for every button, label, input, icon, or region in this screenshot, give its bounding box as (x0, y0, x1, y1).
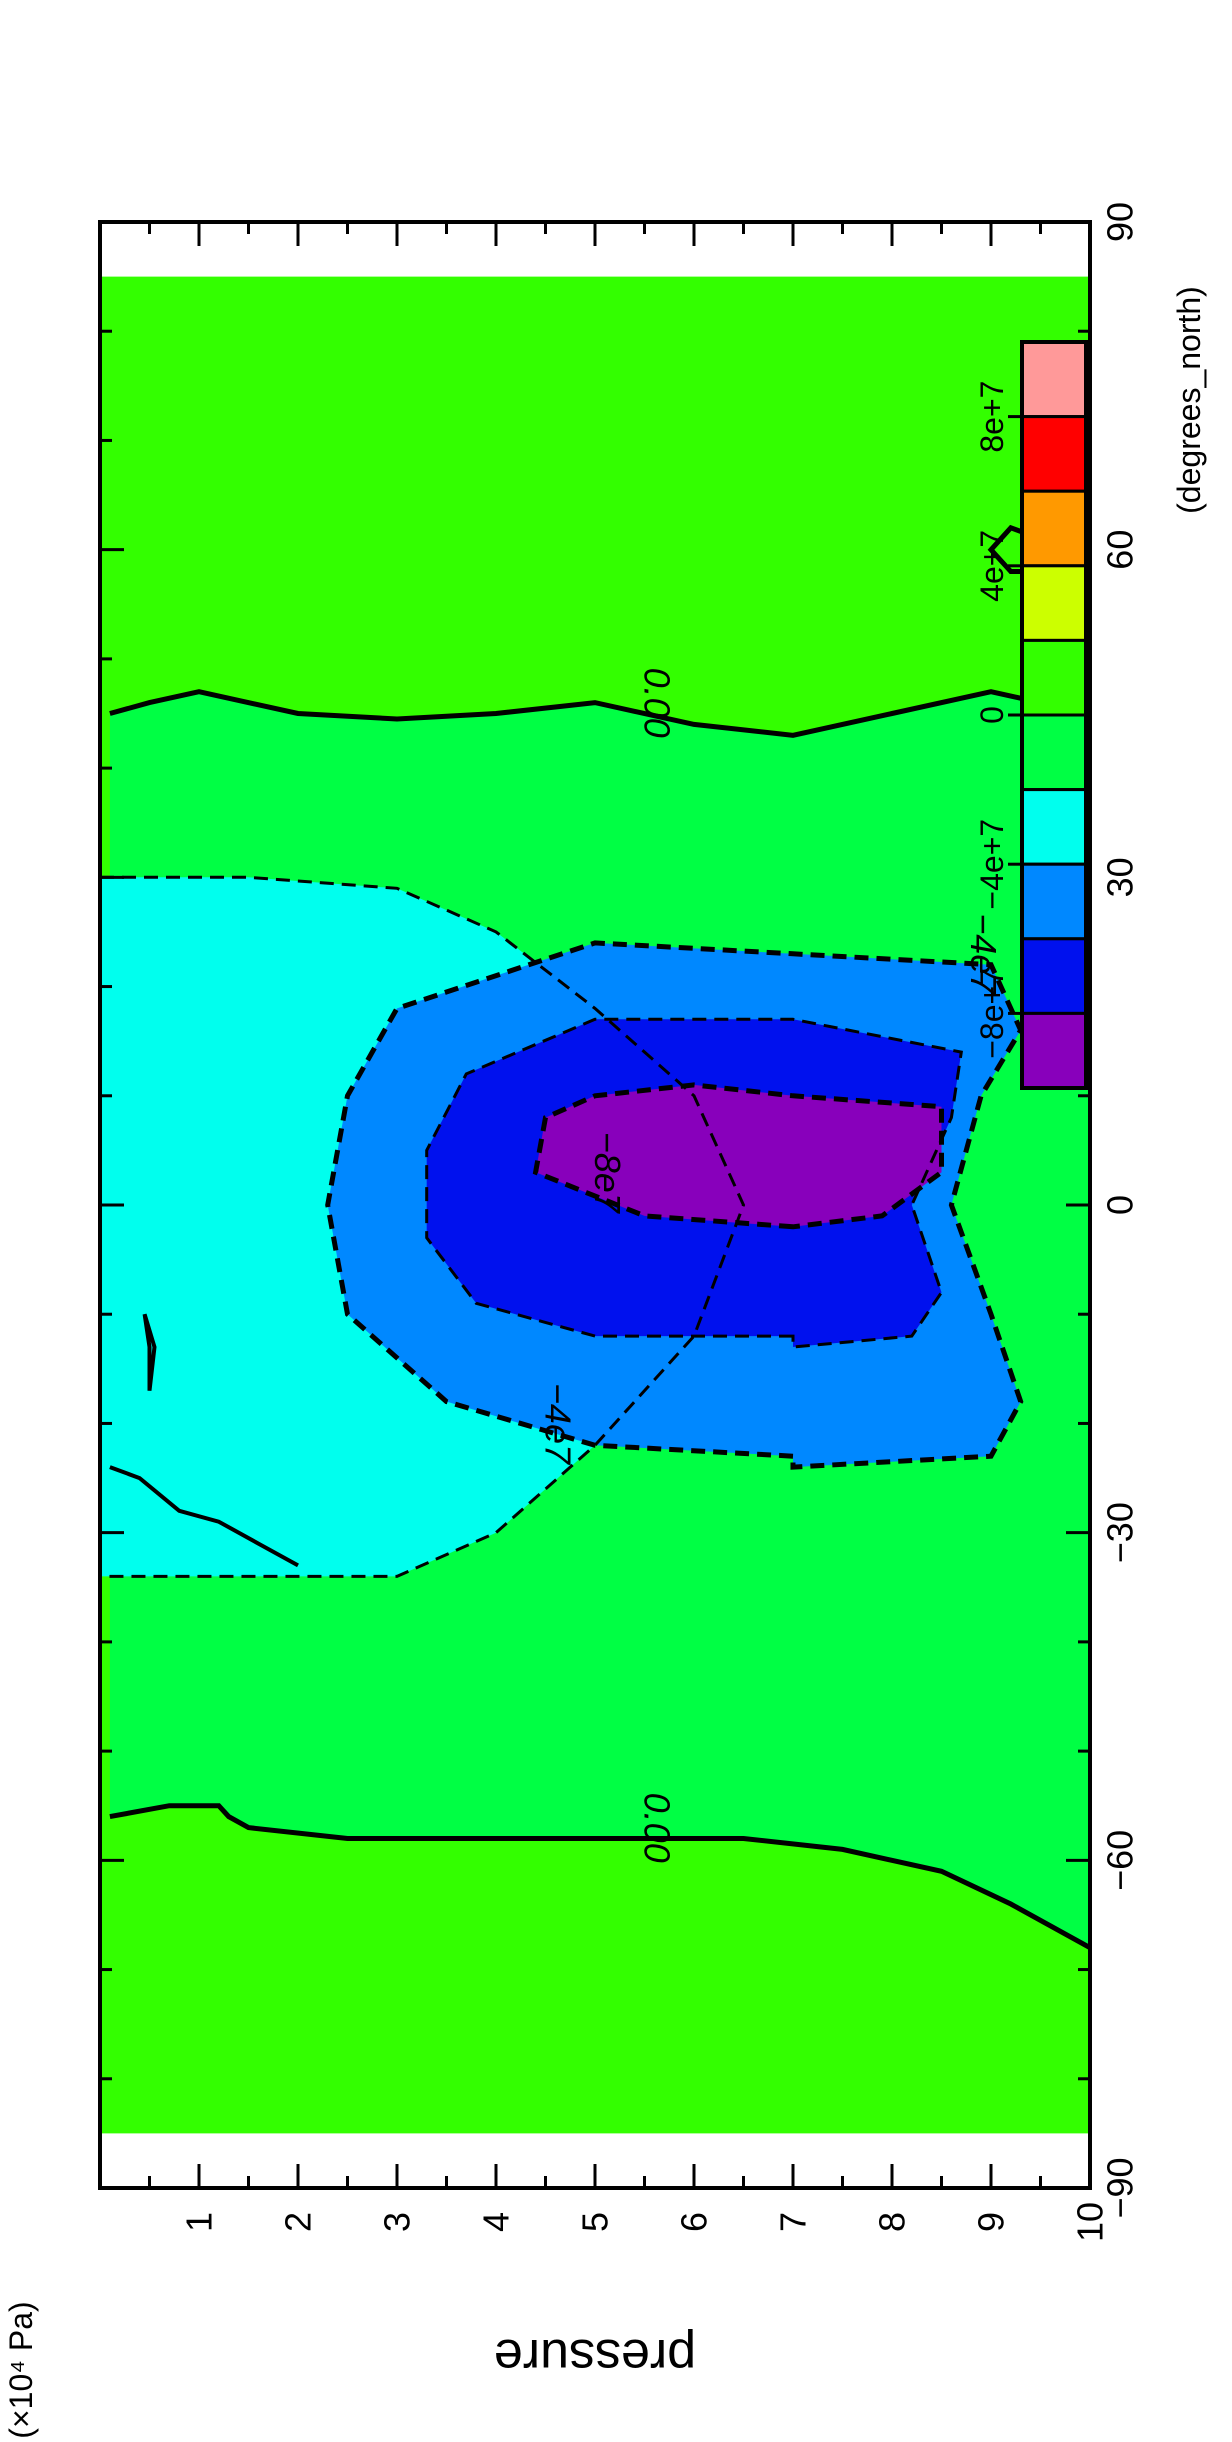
pressure-tick-label: 7 (773, 2212, 814, 2232)
pressure-tick-label: 5 (575, 2212, 616, 2232)
pressure-tick-label: 6 (674, 2212, 715, 2232)
colorbar-swatch (1020, 862, 1088, 941)
colorbar-tick-label: 4e+7 (974, 530, 1010, 602)
pressure-tick-label: 1 (179, 2212, 220, 2232)
contour-label-3: −4e7 (963, 913, 1004, 996)
colorbar-swatch (1020, 564, 1088, 642)
lat-tick-label: 30 (1100, 857, 1141, 897)
pressure-tick-label: 4 (476, 2212, 517, 2232)
contour-neg-2e7 (100, 875, 746, 1578)
lat-tick-label: −60 (1100, 1830, 1141, 1891)
y-axis-label: pressure (494, 2328, 696, 2386)
colorbar-swatch (1020, 1011, 1088, 1090)
lat-tick-label: 0 (1100, 1195, 1141, 1215)
colorbar-swatch (1020, 937, 1088, 1015)
lat-tick-label: −90 (1100, 2157, 1141, 2218)
contour-label-0: 0.00 (637, 668, 678, 738)
contour-neg-4e7 (325, 940, 1024, 1470)
contour-label-2: −4e7 (538, 1383, 579, 1466)
colorbar-swatch (1020, 788, 1088, 866)
contour-zero-edge (109, 1465, 299, 1568)
colorbar-swatch (1020, 638, 1088, 717)
colorbar-swatch (1020, 415, 1088, 493)
colorbar: 8e+7 4e+7 0 −4e+7 −8e+7 (974, 340, 1088, 1090)
pressure-tick-label: 10 (1070, 2202, 1111, 2242)
colorbar-swatch (1020, 489, 1088, 568)
lat-tick-label: −30 (1100, 1502, 1141, 1563)
colorbar-tick-label: −8e+7 (974, 968, 1010, 1059)
contour-neg-6e7 (425, 1017, 963, 1349)
pressure-tick-label: 8 (872, 2212, 913, 2232)
pressure-tick-label: 9 (971, 2212, 1012, 2232)
colorbar-swatch (1020, 340, 1088, 419)
pressure-tick-label: 2 (278, 2212, 319, 2232)
contour-label-4: −8e7 (587, 1132, 628, 1215)
contour-zero-south (109, 1803, 1092, 1950)
contour-lines (100, 524, 1092, 1950)
x-axis-unit-label: (degrees_north) (1171, 286, 1207, 514)
pressure-tick-label: 3 (377, 2212, 418, 2232)
lat-tick-label: 60 (1100, 530, 1141, 570)
axis-titles: pressure (×10⁴ Pa) (degrees_north) (3, 286, 1207, 2439)
contour-loop-south (142, 1313, 157, 1391)
colorbar-tick-label: 8e+7 (974, 381, 1010, 453)
contour-labels: 0.00 0.00 −4e7 −4e7 −8e7 (538, 668, 1005, 1863)
colorbar-swatch (1020, 713, 1088, 792)
pressure-axis: 1 2 3 4 5 6 7 8 9 10 (98, 222, 1111, 2242)
contour-neg-8e7 (532, 1082, 944, 1230)
y-axis-unit-label: (×10⁴ Pa) (3, 2301, 39, 2438)
region-below-neg-8e7 (535, 1084, 942, 1227)
colorbar-tick-label: −4e+7 (974, 819, 1010, 910)
contour-zero-north (109, 689, 1091, 738)
colorbar-tick-label: 0 (974, 706, 1010, 724)
lat-tick-label: 90 (1100, 202, 1141, 242)
contour-label-1: 0.00 (637, 1793, 678, 1863)
